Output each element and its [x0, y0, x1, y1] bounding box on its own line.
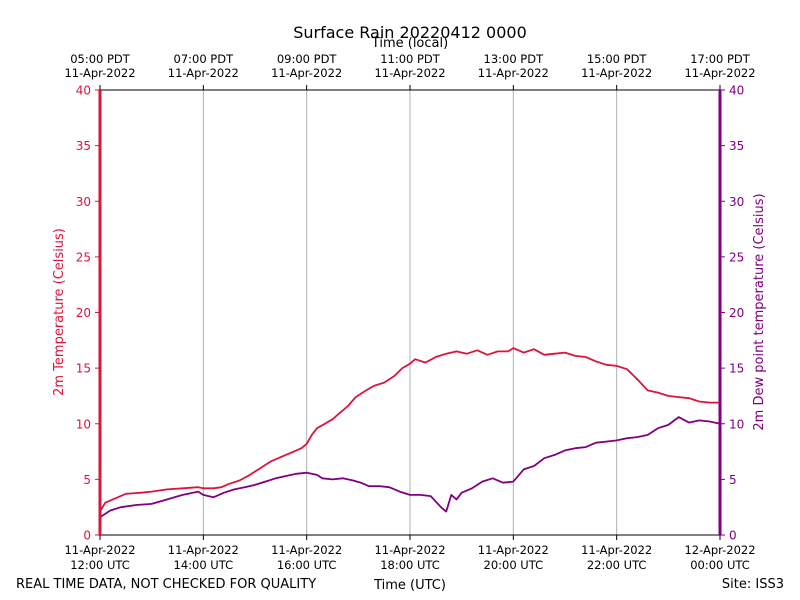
right-tick-label-5: 5 — [729, 473, 737, 487]
top-tick-date-5: 11-Apr-2022 — [581, 66, 652, 80]
bottom-tick-date-0: 11-Apr-2022 — [64, 543, 135, 557]
top-tick-date-4: 11-Apr-2022 — [478, 66, 549, 80]
dewpoint-series-line — [99, 416, 721, 518]
bottom-tick-time-6: 00:00 UTC — [690, 558, 750, 572]
right-tick-label-20: 20 — [729, 306, 744, 320]
right-tick-label-10: 10 — [729, 417, 744, 431]
right-tick-label-40: 40 — [729, 84, 744, 98]
gridlines — [202, 90, 618, 535]
top-tick-time-1: 07:00 PDT — [174, 52, 235, 66]
right-y-axis-label: 2m Dew point temperature (Celsius) — [752, 193, 767, 430]
top-tick-time-5: 15:00 PDT — [587, 52, 648, 66]
right-y-axis: 0 5 10 15 20 25 30 35 40 — [720, 84, 744, 543]
top-tick-time-0: 05:00 PDT — [70, 52, 131, 66]
bottom-tick-time-3: 18:00 UTC — [380, 558, 440, 572]
bottom-tick-time-0: 12:00 UTC — [70, 558, 130, 572]
left-tick-label-25: 25 — [76, 250, 91, 264]
left-tick-label-35: 35 — [76, 139, 91, 153]
top-tick-date-2: 11-Apr-2022 — [271, 66, 342, 80]
right-tick-label-0: 0 — [729, 529, 737, 543]
left-tick-label-40: 40 — [76, 84, 91, 98]
bottom-tick-date-3: 11-Apr-2022 — [374, 543, 445, 557]
bottom-tick-date-6: 12-Apr-2022 — [684, 543, 755, 557]
top-tick-time-2: 09:00 PDT — [277, 52, 338, 66]
left-tick-label-20: 20 — [76, 306, 91, 320]
left-tick-label-10: 10 — [76, 417, 91, 431]
bottom-x-axis-label: Time (UTC) — [373, 578, 446, 593]
left-tick-label-0: 0 — [83, 529, 91, 543]
right-tick-label-30: 30 — [729, 195, 744, 209]
site-label: Site: ISS3 — [722, 577, 784, 592]
top-tick-time-4: 13:00 PDT — [484, 52, 545, 66]
bottom-tick-time-2: 16:00 UTC — [277, 558, 337, 572]
temperature-series-line — [99, 347, 720, 513]
left-tick-label-15: 15 — [76, 362, 91, 376]
left-y-axis-label: 2m Temperature (Celsius) — [52, 228, 67, 396]
bottom-tick-date-1: 11-Apr-2022 — [168, 543, 239, 557]
right-tick-label-15: 15 — [729, 362, 744, 376]
quality-disclaimer: REAL TIME DATA, NOT CHECKED FOR QUALITY — [16, 577, 316, 592]
bottom-tick-time-5: 22:00 UTC — [587, 558, 647, 572]
top-tick-time-3: 11:00 PDT — [380, 52, 441, 66]
bottom-tick-time-4: 20:00 UTC — [484, 558, 544, 572]
chart-title: Surface Rain 20220412 0000 — [293, 23, 527, 42]
left-tick-label-5: 5 — [83, 473, 91, 487]
top-tick-date-3: 11-Apr-2022 — [374, 66, 445, 80]
top-tick-date-6: 11-Apr-2022 — [684, 66, 755, 80]
right-tick-label-25: 25 — [729, 250, 744, 264]
top-tick-date-1: 11-Apr-2022 — [168, 66, 239, 80]
bottom-tick-date-5: 11-Apr-2022 — [581, 543, 652, 557]
left-y-axis: 0 5 10 15 20 25 30 35 40 — [76, 84, 100, 543]
plot-area — [99, 347, 721, 518]
top-x-axis-label: Time (local) — [371, 36, 448, 51]
right-tick-label-35: 35 — [729, 139, 744, 153]
bottom-tick-date-2: 11-Apr-2022 — [271, 543, 342, 557]
top-tick-time-6: 17:00 PDT — [690, 52, 751, 66]
bottom-tick-time-1: 14:00 UTC — [174, 558, 234, 572]
bottom-tick-date-4: 11-Apr-2022 — [478, 543, 549, 557]
top-tick-date-0: 11-Apr-2022 — [64, 66, 135, 80]
left-tick-label-30: 30 — [76, 195, 91, 209]
